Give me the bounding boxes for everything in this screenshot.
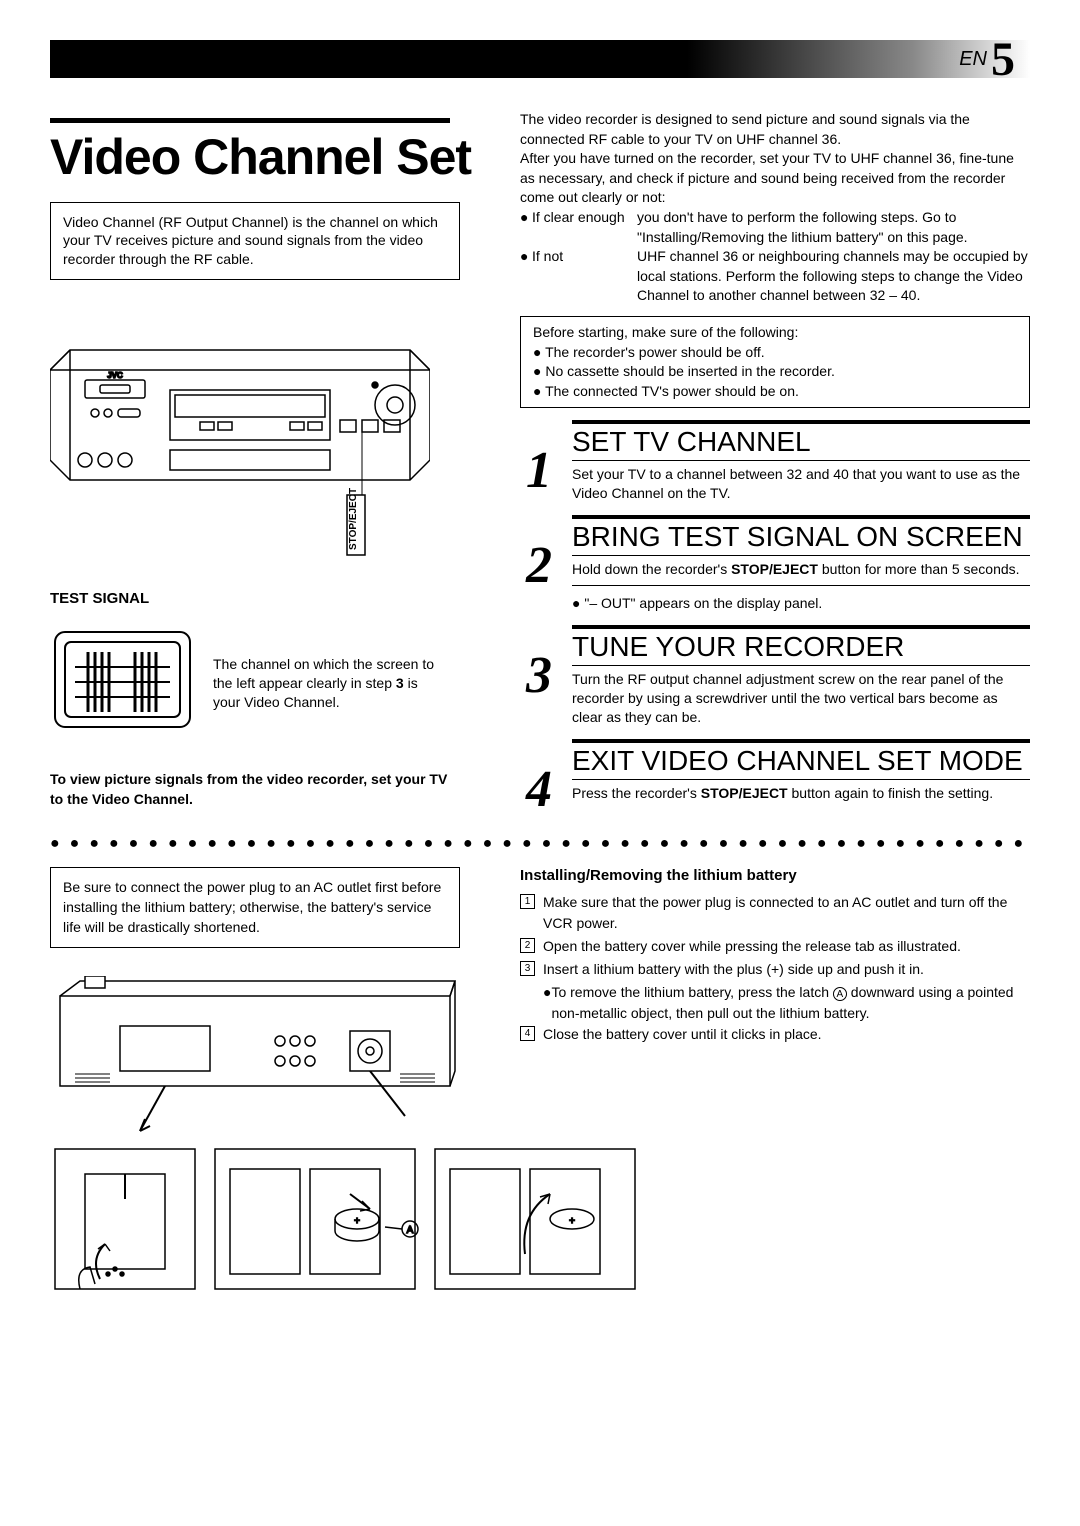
step-3: 3 TUNE YOUR RECORDER Turn the RF output … xyxy=(520,625,1030,727)
cond-ifnot: ●If not UHF channel 36 or neighbouring c… xyxy=(520,247,1030,306)
after-text: After you have turned on the recorder, s… xyxy=(520,149,1030,208)
vcr-rear-diagram xyxy=(50,976,490,1139)
step-2: 2 BRING TEST SIGNAL ON SCREEN Hold down … xyxy=(520,515,1030,613)
intro-box: Video Channel (RF Output Channel) is the… xyxy=(50,202,460,281)
svg-text:+: + xyxy=(354,1216,360,1227)
page-lang: EN xyxy=(959,48,987,71)
battery-heading: Installing/Removing the lithium battery xyxy=(520,867,1030,884)
test-signal-tv-icon xyxy=(50,627,195,740)
title-rule xyxy=(50,118,450,123)
test-signal-text: The channel on which the screen to the l… xyxy=(213,655,434,740)
vcr-front-diagram: JVC STO xyxy=(50,320,490,590)
svg-text:JVC: JVC xyxy=(107,371,123,380)
precheck-box: Before starting, make sure of the follow… xyxy=(520,316,1030,408)
test-signal-heading: TEST SIGNAL xyxy=(50,590,490,607)
svg-text:STOP/EJECT: STOP/EJECT xyxy=(348,488,359,550)
cond-clear: ●If clear enough you don't have to perfo… xyxy=(520,208,1030,247)
battery-steps-diagram: + A + xyxy=(50,1139,490,1312)
step-1: 1 SET TV CHANNEL Set your TV to a channe… xyxy=(520,420,1030,503)
step-4: 4 EXIT VIDEO CHANNEL SET MODE Press the … xyxy=(520,739,1030,814)
page-title: Video Channel Set xyxy=(50,131,490,184)
view-signals-note: To view picture signals from the video r… xyxy=(50,770,460,809)
header-bar: EN 5 xyxy=(50,40,1030,78)
svg-text:A: A xyxy=(407,1225,414,1236)
battery-warning-box: Be sure to connect the power plug to an … xyxy=(50,867,460,948)
dotted-separator: ●●●●●●●●●●●●●●●●●●●●●●●●●●●●●●●●●●●●●●●●… xyxy=(50,835,1030,853)
page-number: 5 xyxy=(991,32,1015,87)
design-text: The video recorder is designed to send p… xyxy=(520,110,1030,149)
battery-steps-list: 1Make sure that the power plug is connec… xyxy=(520,892,1030,1045)
